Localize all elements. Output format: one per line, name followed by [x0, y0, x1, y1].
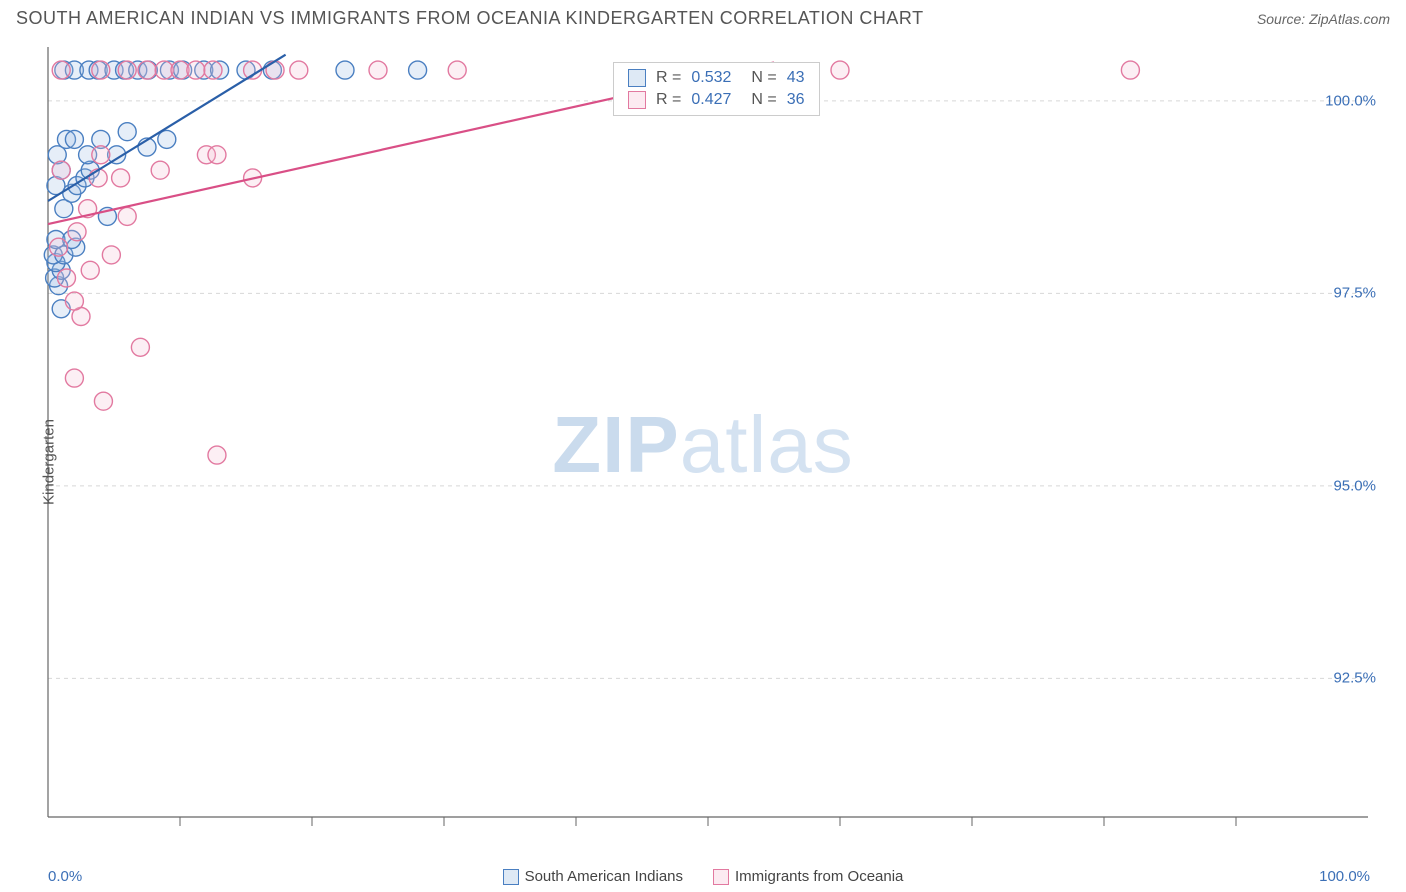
r-value: 0.532: [691, 69, 731, 87]
scatter-plot: [0, 37, 1406, 857]
n-label: N =: [751, 69, 776, 87]
y-tick-label: 97.5%: [1333, 285, 1376, 302]
legend-swatch: [713, 869, 729, 885]
x-axis-legend: 0.0% South American Indians Immigrants fr…: [0, 868, 1406, 885]
y-tick-label: 100.0%: [1325, 92, 1376, 109]
chart-container: ZIPatlas Kindergarten 100.0%97.5%95.0%92…: [0, 37, 1406, 887]
r-label: R =: [656, 69, 681, 87]
x-tick-left: 0.0%: [48, 868, 82, 885]
legend-label: Immigrants from Oceania: [735, 868, 903, 885]
y-tick-label: 95.0%: [1333, 477, 1376, 494]
legend-swatch: [628, 69, 646, 87]
series-legend: South American Indians Immigrants from Oc…: [503, 868, 904, 885]
legend-label: South American Indians: [525, 868, 683, 885]
n-value: 43: [787, 69, 805, 87]
chart-header: SOUTH AMERICAN INDIAN VS IMMIGRANTS FROM…: [0, 0, 1406, 37]
y-axis-label: Kindergarten: [40, 419, 57, 505]
r-legend-row: R = 0.427 N = 36: [614, 89, 819, 111]
source-label: Source: ZipAtlas.com: [1257, 11, 1390, 27]
chart-title: SOUTH AMERICAN INDIAN VS IMMIGRANTS FROM…: [16, 8, 924, 29]
legend-item: Immigrants from Oceania: [713, 868, 903, 885]
legend-swatch: [628, 91, 646, 109]
x-tick-right: 100.0%: [1319, 868, 1370, 885]
r-legend-row: R = 0.532 N = 43: [614, 67, 819, 89]
legend-swatch: [503, 869, 519, 885]
n-label: N =: [751, 91, 776, 109]
r-value: 0.427: [691, 91, 731, 109]
n-value: 36: [787, 91, 805, 109]
r-label: R =: [656, 91, 681, 109]
correlation-legend: R = 0.532 N = 43 R = 0.427 N = 36: [613, 62, 820, 116]
legend-item: South American Indians: [503, 868, 683, 885]
y-tick-label: 92.5%: [1333, 670, 1376, 687]
